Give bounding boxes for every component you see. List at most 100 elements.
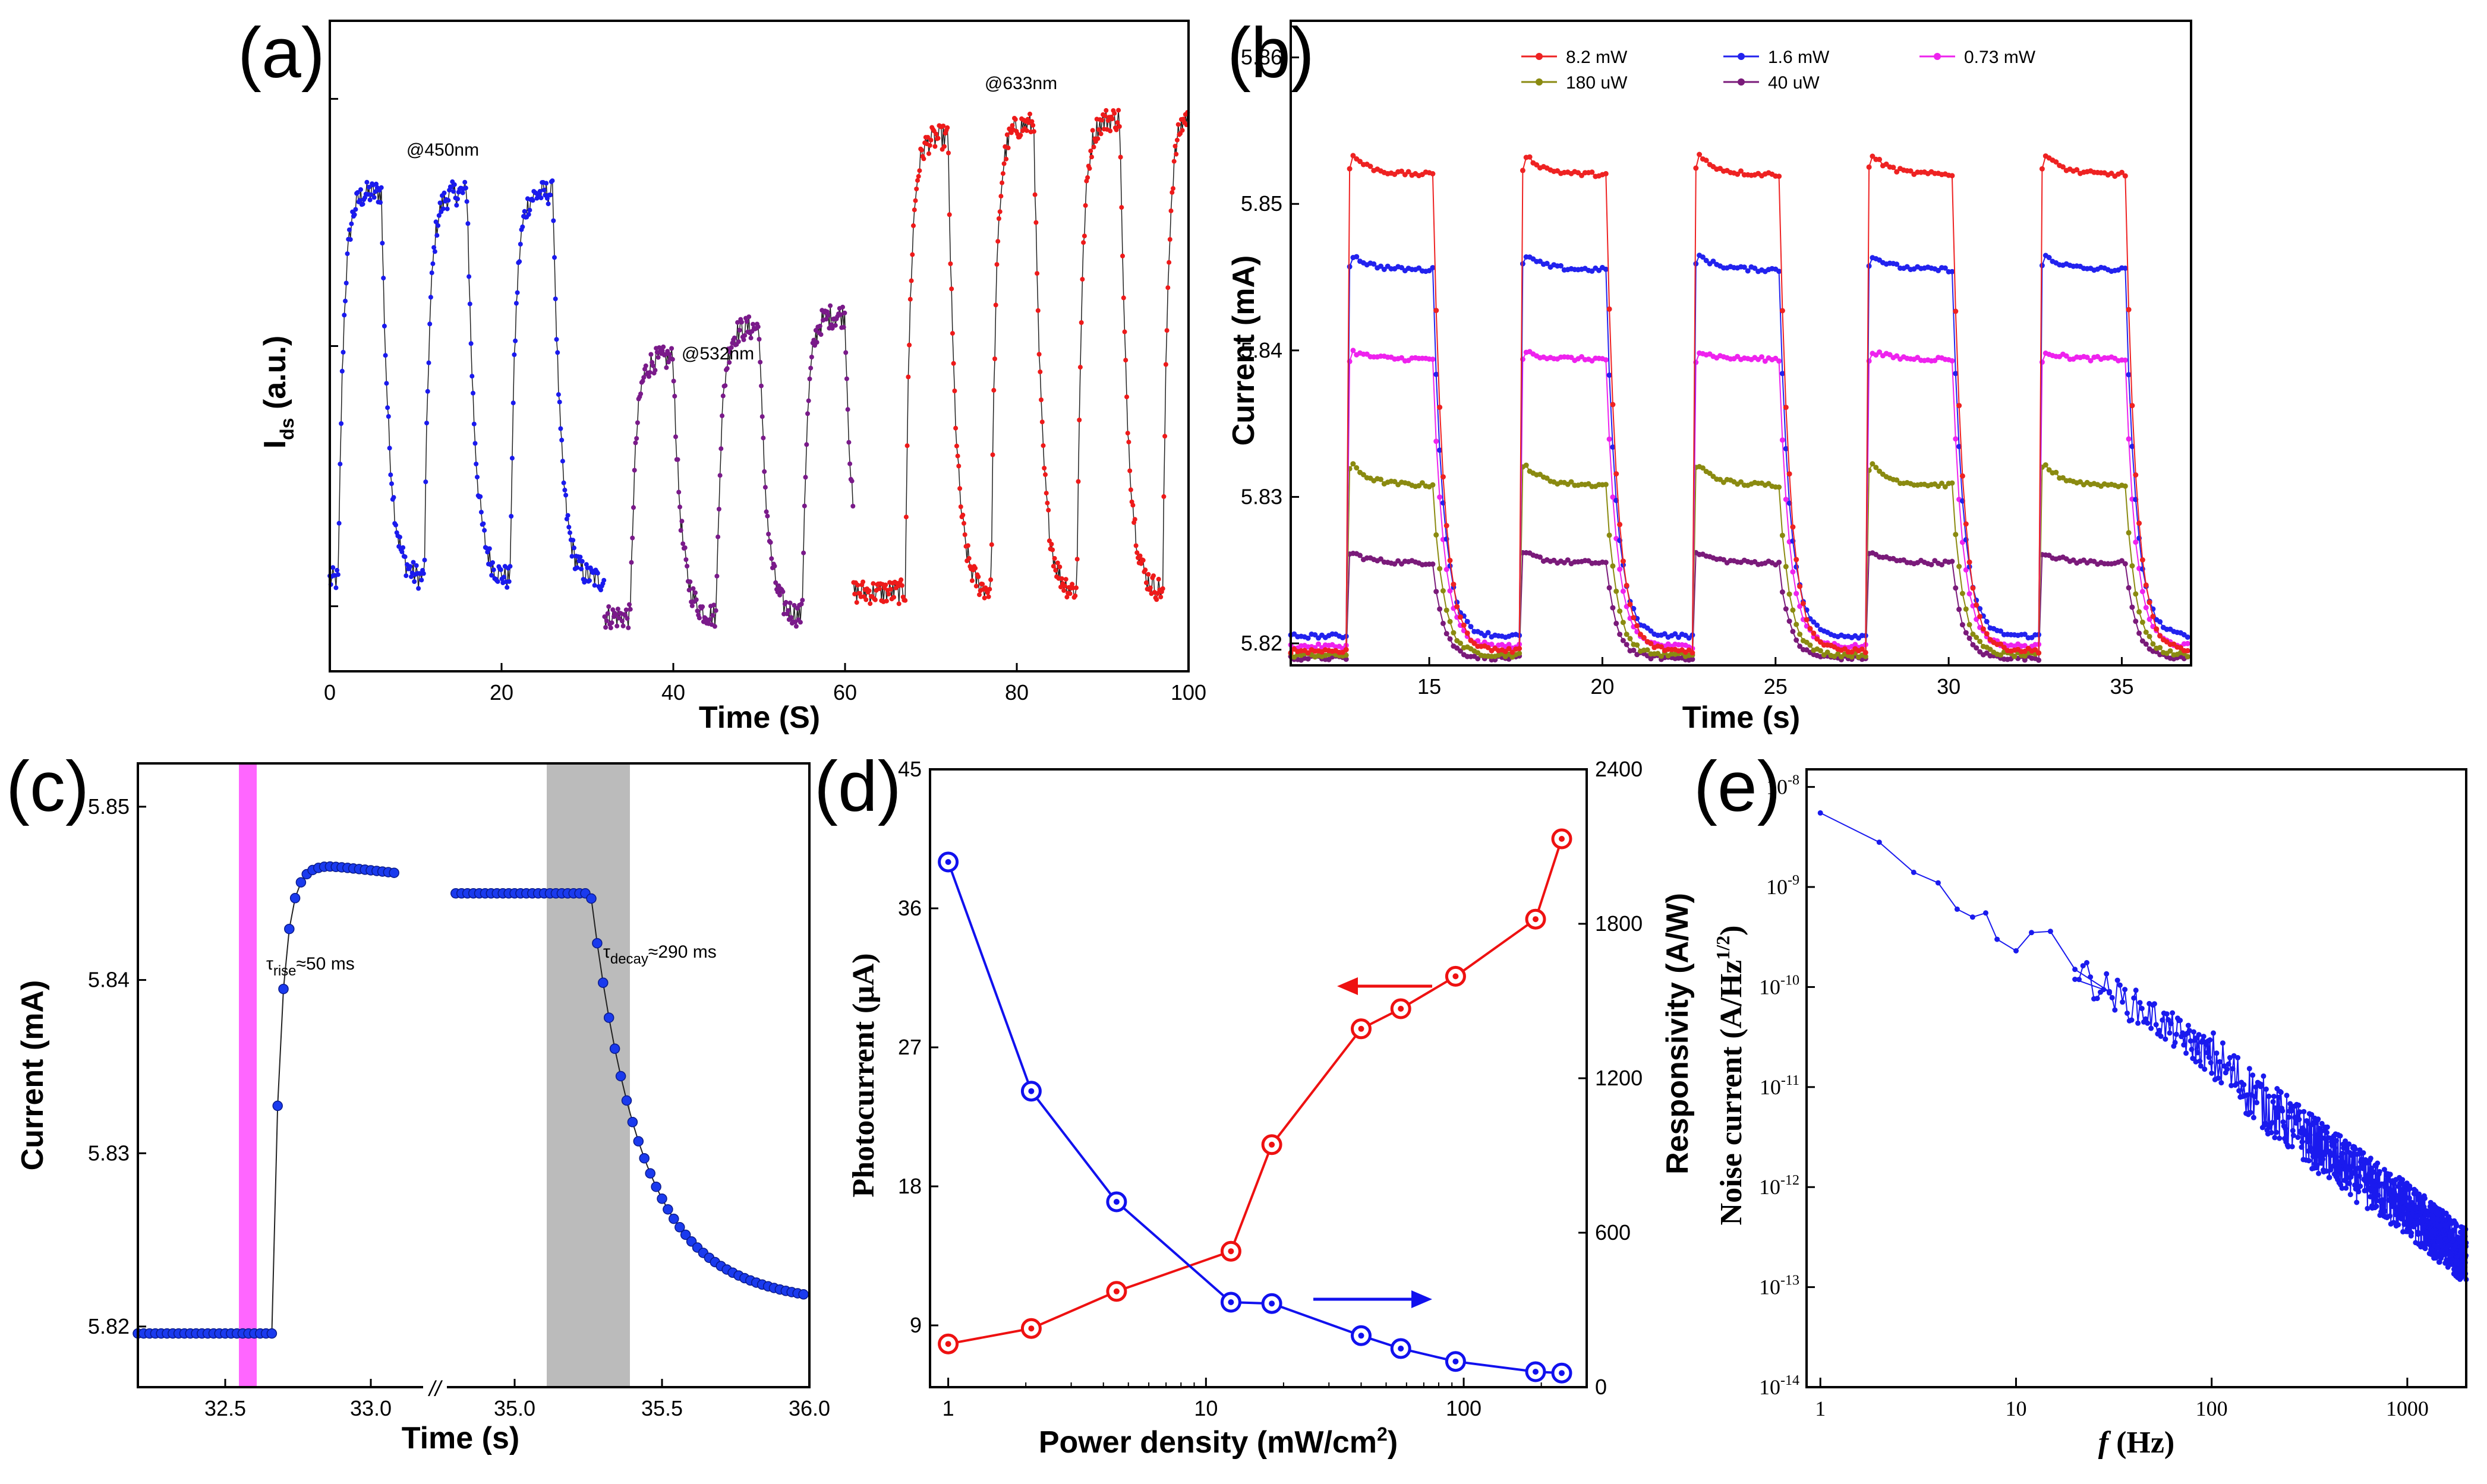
data-point-a <box>522 209 527 214</box>
data-point-a <box>991 387 997 393</box>
data-point-e <box>2185 1022 2191 1028</box>
data-point-a <box>735 320 740 325</box>
data-point-a <box>619 618 625 624</box>
data-point-e <box>2206 1054 2212 1060</box>
data-point-a <box>1062 583 1067 589</box>
data-point-a <box>1043 472 1048 477</box>
data-point-a <box>945 125 950 130</box>
data-point-b <box>2133 618 2139 624</box>
data-point-a <box>906 374 911 380</box>
data-point-a <box>1143 567 1148 573</box>
data-point-a <box>1039 419 1045 425</box>
data-point-a <box>736 339 741 345</box>
data-point-a <box>1117 124 1122 129</box>
panel-letter-e: (e) <box>1694 747 1781 826</box>
data-point-d-core <box>1559 836 1565 842</box>
data-point-a <box>799 601 804 607</box>
data-point-e <box>2196 1032 2202 1038</box>
data-point-a <box>896 601 902 607</box>
data-point-b <box>1617 566 1623 572</box>
data-point-a <box>1130 503 1136 508</box>
data-point-e <box>2166 1017 2171 1022</box>
y-axis-label-d-left: Photocurrent (μA) <box>847 953 881 1197</box>
y-tick-label-b: 5.82 <box>1241 631 1282 655</box>
data-point-a <box>783 599 789 605</box>
data-point-e <box>2135 1020 2141 1026</box>
data-point-a <box>489 573 494 578</box>
data-point-e <box>2399 1199 2405 1205</box>
data-point-b <box>1703 258 1709 263</box>
data-point-b <box>1458 640 1463 646</box>
data-point-e <box>2421 1204 2427 1210</box>
data-point-e <box>2368 1155 2373 1161</box>
data-point-a <box>666 359 671 365</box>
y-tick-label-e: 10-12 <box>1759 1173 1799 1199</box>
data-point-a <box>1080 277 1085 282</box>
data-point-b <box>1790 524 1796 530</box>
rise-time-label: τrise≈50 ms <box>266 954 355 979</box>
data-point-a <box>653 368 658 373</box>
data-point-a <box>715 534 721 539</box>
data-point-e <box>2417 1213 2423 1218</box>
data-point-a <box>840 304 845 310</box>
data-point-a <box>426 360 431 365</box>
data-point-a <box>632 468 637 473</box>
data-point-a <box>1116 108 1121 113</box>
data-point-a <box>333 585 339 591</box>
data-point-b <box>1662 631 1668 637</box>
data-point-a <box>1174 137 1180 143</box>
y-tick-label-e: 10-14 <box>1759 1373 1799 1399</box>
data-point-b <box>1357 159 1363 165</box>
data-point-b <box>1970 585 1976 591</box>
data-point-a <box>1035 308 1041 313</box>
data-point-a <box>724 366 730 371</box>
data-point-a <box>949 286 954 292</box>
data-point-a <box>1174 151 1179 157</box>
data-point-a <box>379 185 384 190</box>
data-point-b <box>1974 645 1979 651</box>
data-point-b <box>1970 642 1976 648</box>
data-point-b <box>2022 653 2028 659</box>
legend-b: 8.2 mW 1.6 mW 0.73 mW 180 uW 40 uW <box>1521 48 2036 93</box>
data-point-c <box>798 1289 809 1300</box>
data-point-a <box>478 510 484 515</box>
data-point-a <box>558 426 563 431</box>
data-point-b <box>1987 646 1993 652</box>
data-point-a <box>1127 468 1133 473</box>
data-point-b <box>1433 532 1439 538</box>
data-point-a <box>987 586 992 592</box>
data-point-e <box>2084 960 2089 965</box>
data-point-e <box>2337 1167 2343 1173</box>
data-point-a <box>342 312 347 318</box>
data-point-b <box>1953 585 1959 591</box>
data-point-a <box>1128 487 1133 492</box>
data-point-b <box>1343 656 1349 662</box>
data-point-e <box>2163 1036 2168 1042</box>
data-point-e <box>2187 1038 2193 1044</box>
data-point-e <box>2153 1022 2159 1028</box>
data-point-b <box>1399 168 1404 174</box>
data-point-b <box>1433 438 1439 444</box>
data-point-a <box>877 586 882 591</box>
data-point-a <box>510 400 516 406</box>
data-point-a <box>386 414 391 419</box>
data-point-b <box>1998 628 2003 634</box>
data-point-e <box>2376 1169 2382 1174</box>
data-point-a <box>364 179 370 185</box>
data-point-b <box>1779 589 1785 595</box>
data-point-b <box>1506 642 1512 648</box>
data-point-b <box>1606 306 1612 312</box>
data-point-a <box>338 462 343 467</box>
data-point-e <box>2308 1145 2313 1151</box>
data-point-a <box>693 590 698 595</box>
data-point-b <box>1672 631 1678 637</box>
data-point-a <box>1050 547 1055 552</box>
data-point-b <box>2154 626 2160 632</box>
data-point-a <box>623 607 629 612</box>
data-point-b <box>1908 168 1914 174</box>
data-point-e <box>2339 1185 2345 1191</box>
series-line-b <box>1290 551 2188 661</box>
data-point-e <box>2296 1102 2302 1108</box>
data-point-a <box>339 421 344 426</box>
data-point-b <box>2133 472 2139 478</box>
